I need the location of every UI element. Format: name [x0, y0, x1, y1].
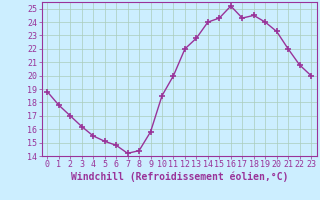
- X-axis label: Windchill (Refroidissement éolien,°C): Windchill (Refroidissement éolien,°C): [70, 172, 288, 182]
